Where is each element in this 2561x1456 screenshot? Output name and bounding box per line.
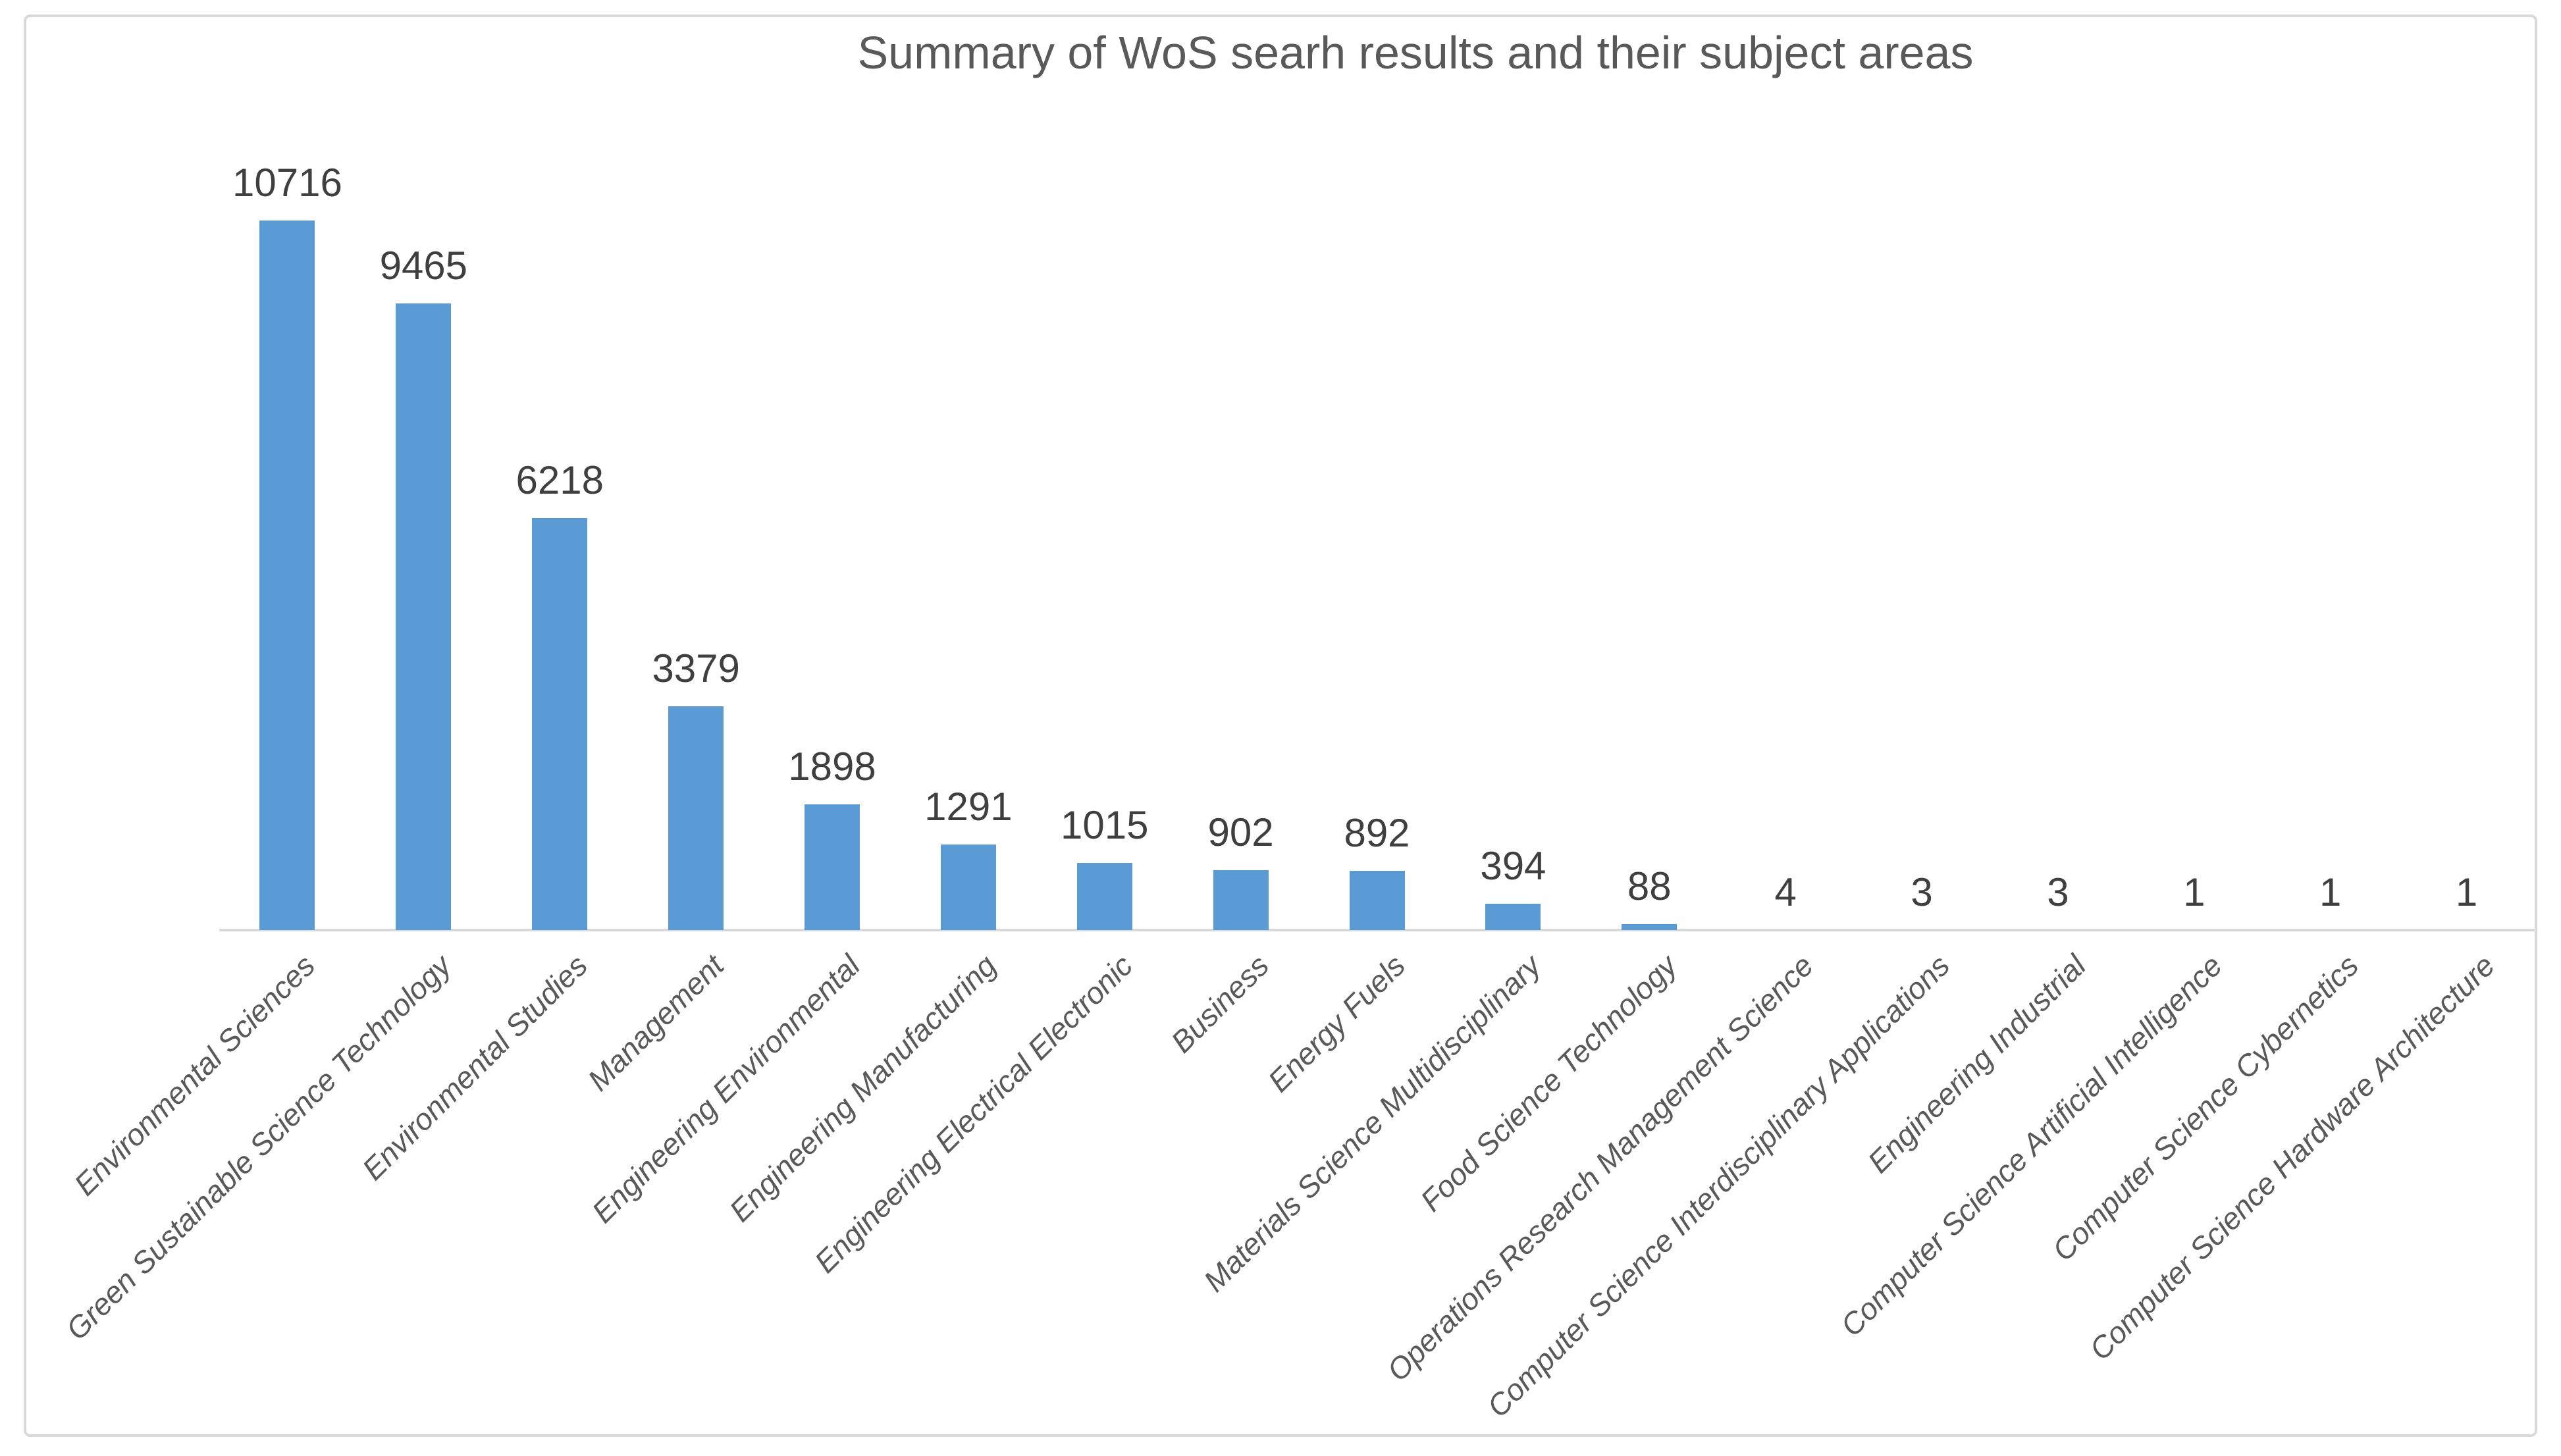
bar	[1213, 870, 1269, 930]
bar-value-label: 3379	[652, 646, 740, 690]
bar-value-label: 10716	[232, 161, 342, 205]
bar-value-label: 902	[1207, 810, 1274, 854]
bar-value-label: 1	[2183, 870, 2205, 914]
bar-value-label: 1015	[1060, 803, 1149, 847]
bar-value-label: 88	[1627, 864, 1672, 908]
bar-value-label: 3	[2047, 870, 2069, 914]
bar	[1622, 924, 1677, 930]
bar-value-label: 1291	[924, 785, 1013, 829]
chart-border	[24, 14, 2537, 1437]
bar	[1076, 863, 1132, 930]
x-axis-line	[219, 929, 2535, 931]
bar-value-label: 1	[2319, 870, 2342, 914]
bar	[804, 804, 860, 930]
bar-value-label: 394	[1480, 844, 1546, 888]
bar-value-label: 4	[1774, 870, 1797, 914]
bar-value-label: 892	[1344, 811, 1410, 855]
bar	[532, 518, 588, 930]
bar-value-label: 1	[2455, 870, 2478, 914]
bar	[1485, 904, 1541, 930]
chart-title: Summary of WoS searh results and their s…	[857, 27, 1974, 78]
bar	[668, 706, 724, 930]
bar	[940, 845, 996, 930]
bar-value-label: 6218	[515, 458, 604, 502]
bar	[259, 221, 315, 930]
bar-value-label: 9465	[379, 244, 468, 288]
bar-value-label: 1898	[788, 744, 876, 789]
bar-value-label: 3	[1911, 870, 1933, 914]
bar	[1349, 871, 1405, 930]
bar	[396, 303, 452, 930]
